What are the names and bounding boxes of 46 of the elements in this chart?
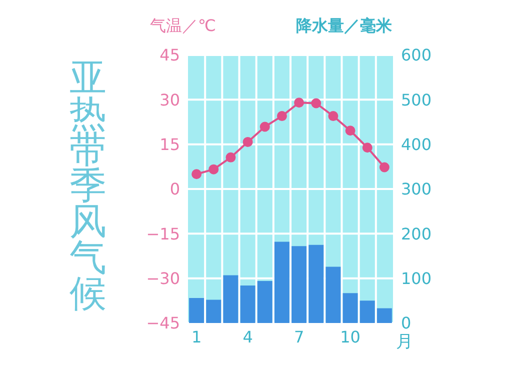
bar xyxy=(274,242,290,323)
point xyxy=(260,122,270,132)
y2-tick-label: 0 xyxy=(401,314,412,333)
bar xyxy=(257,281,272,323)
x-tick-label: 4 xyxy=(242,327,253,346)
x-tick-label: 1 xyxy=(191,327,202,346)
bar xyxy=(376,308,392,323)
bar xyxy=(326,266,341,323)
bar xyxy=(342,293,358,323)
y-tick-label: 30 xyxy=(160,90,180,110)
bar xyxy=(292,246,307,323)
point xyxy=(328,111,338,122)
y2-tick-label: 500 xyxy=(401,90,432,110)
y2-axis-title: 降水量／毫米 xyxy=(296,16,392,37)
y-tick-label: −15 xyxy=(146,224,180,244)
y-tick-label: 45 xyxy=(160,46,180,65)
point xyxy=(276,111,287,122)
bar xyxy=(189,298,204,323)
bar xyxy=(223,275,238,323)
point xyxy=(226,152,236,162)
y-tick-label: −45 xyxy=(146,314,180,333)
y2-tick-label: 600 xyxy=(401,46,432,65)
x-axis-title: 月 xyxy=(396,331,413,353)
point xyxy=(311,98,322,108)
point xyxy=(192,169,202,180)
y-tick-label: 0 xyxy=(170,180,180,199)
y2-tick-label: 300 xyxy=(401,180,432,199)
bar xyxy=(206,300,222,323)
bar xyxy=(308,244,324,323)
y-axis-title: 气温／℃ xyxy=(150,16,216,37)
y2-tick-label: 100 xyxy=(401,269,432,288)
x-tick-label: 7 xyxy=(294,327,304,346)
y2-tick-label: 200 xyxy=(401,224,432,244)
point xyxy=(242,136,253,147)
x-tick-label: 10 xyxy=(340,327,360,346)
point xyxy=(345,126,356,136)
point xyxy=(208,164,219,174)
y-tick-label: 15 xyxy=(160,135,180,154)
y-tick-label: −30 xyxy=(146,269,180,288)
y2-tick-label: 400 xyxy=(401,135,432,154)
point xyxy=(379,162,390,172)
bar xyxy=(360,300,375,323)
text: 亚热带季风气候 xyxy=(68,56,108,315)
point xyxy=(362,142,372,153)
point xyxy=(294,98,304,108)
bar xyxy=(240,285,256,323)
